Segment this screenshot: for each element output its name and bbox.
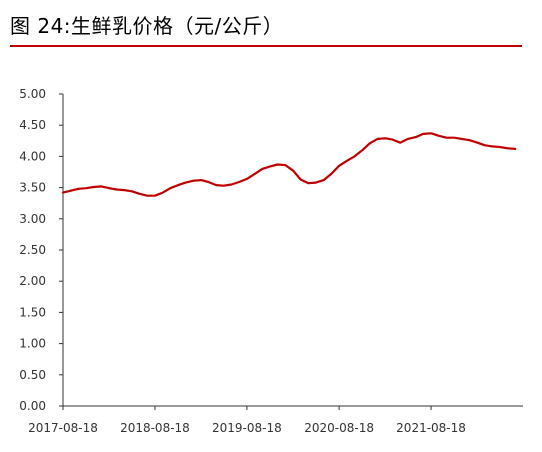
data-point [169, 187, 172, 190]
x-tick-label: 2019-08-18 [212, 421, 282, 435]
data-point [253, 173, 256, 175]
data-point [307, 182, 310, 185]
data-point [100, 185, 103, 188]
data-point [261, 168, 264, 170]
data-point [177, 184, 180, 187]
y-axis: 0.00 0.50 1.00 1.50 2.00 2.50 3.00 3.50 4.00 4.50… [19, 87, 64, 413]
data-point [391, 138, 394, 141]
data-point [438, 134, 440, 137]
y-tick-label: 5.00 [19, 87, 46, 101]
data-point [200, 179, 203, 182]
y-tick-label: 1.00 [19, 337, 46, 351]
data-point [299, 178, 302, 181]
data-point [468, 139, 471, 142]
data-point [138, 192, 141, 195]
data-point [361, 149, 364, 152]
data-point [322, 179, 325, 182]
data-point [346, 159, 348, 162]
data-point [154, 194, 156, 197]
figure-title: 图 24:生鲜乳价格（元/公斤） [10, 14, 284, 38]
data-point [207, 181, 210, 183]
x-tick-label: 2018-08-18 [120, 421, 190, 435]
data-point [498, 146, 501, 148]
data-point [161, 191, 164, 194]
x-axis: 2017-08-18 2018-08-18 2019-08-18 2020-08-18… [28, 405, 523, 435]
y-tick-label: 0.50 [19, 368, 46, 382]
data-point [115, 188, 118, 191]
data-point [276, 163, 279, 166]
y-tick-label: 0.00 [19, 399, 46, 413]
x-tick-label: 2017-08-18 [28, 421, 98, 435]
data-point [77, 187, 80, 190]
data-point [483, 144, 486, 147]
data-point [422, 133, 425, 135]
data-point [407, 138, 409, 140]
data-point [192, 179, 195, 182]
data-point [69, 189, 72, 192]
data-point [284, 164, 287, 167]
data-point [130, 190, 133, 193]
data-point [430, 132, 432, 135]
data-point [238, 181, 241, 183]
x-tick-label: 2020-08-18 [304, 421, 374, 435]
data-point [491, 145, 494, 148]
data-point [353, 155, 356, 158]
data-point [85, 187, 88, 190]
data-point [292, 169, 295, 172]
data-point [62, 191, 64, 194]
plot-area [61, 132, 517, 197]
y-tick-label: 2.00 [19, 274, 46, 288]
data-point [215, 184, 218, 187]
data-point [338, 164, 340, 167]
price-series-line [61, 132, 517, 197]
data-point [453, 136, 456, 139]
data-point [146, 194, 149, 197]
data-point [445, 136, 448, 139]
data-point [230, 183, 233, 186]
data-point [460, 138, 463, 140]
x-tick-label: 2021-08-18 [396, 421, 466, 435]
data-point [92, 186, 95, 188]
data-point [184, 181, 187, 184]
y-tick-label: 1.50 [19, 305, 46, 319]
title-divider [10, 45, 522, 47]
data-point [376, 138, 379, 140]
data-point [514, 148, 517, 150]
data-point [399, 141, 402, 144]
data-point [506, 147, 509, 150]
y-tick-label: 2.50 [19, 243, 46, 257]
y-tick-label: 3.00 [19, 212, 46, 226]
data-point [222, 184, 225, 187]
data-point [368, 142, 371, 145]
data-point [269, 165, 271, 168]
data-point [123, 189, 126, 192]
data-point [246, 178, 248, 180]
data-point [476, 141, 479, 144]
data-point [414, 136, 417, 139]
y-tick-label: 4.00 [19, 149, 46, 163]
data-point [108, 187, 111, 190]
data-point [330, 173, 333, 175]
y-tick-label: 3.50 [19, 181, 46, 195]
y-tick-label: 4.50 [19, 118, 46, 132]
data-point [384, 137, 387, 140]
data-point [315, 181, 317, 184]
